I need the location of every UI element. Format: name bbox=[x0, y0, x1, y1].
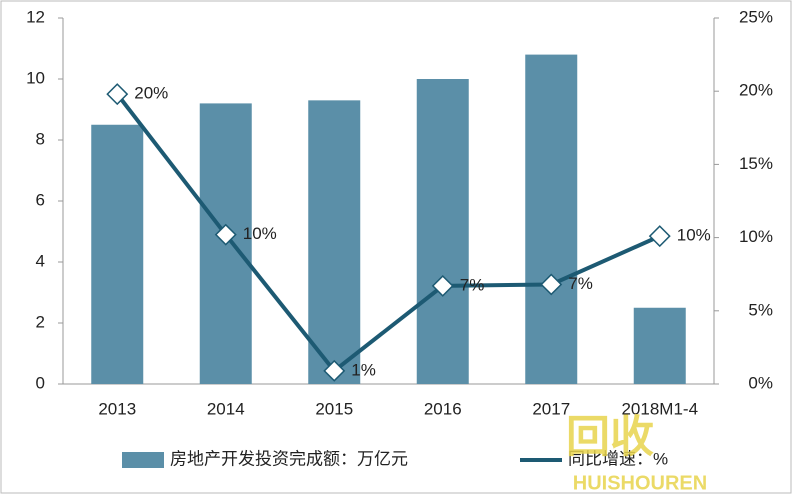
y-tick-label: 10 bbox=[26, 68, 45, 87]
x-tick-label: 2014 bbox=[207, 399, 245, 418]
y2-tick-label: 0% bbox=[748, 373, 773, 392]
y-tick-label: 4 bbox=[36, 251, 45, 270]
y2-tick-label: 15% bbox=[739, 154, 773, 173]
marker bbox=[106, 83, 129, 106]
legend-label: 同比增速：% bbox=[568, 449, 668, 468]
y-tick-label: 2 bbox=[36, 312, 45, 331]
data-label: 10% bbox=[677, 226, 711, 245]
watermark: HUISHOUREN bbox=[573, 472, 707, 494]
marker bbox=[214, 223, 237, 246]
bar bbox=[308, 100, 361, 384]
bar bbox=[416, 79, 469, 384]
y-tick-label: 12 bbox=[26, 7, 45, 26]
bar bbox=[525, 54, 578, 384]
bar bbox=[91, 124, 144, 384]
data-label: 1% bbox=[351, 360, 376, 379]
data-label: 20% bbox=[134, 84, 168, 103]
x-tick-label: 2018M1-4 bbox=[621, 399, 698, 418]
x-tick-label: 2015 bbox=[315, 399, 353, 418]
data-label: 7% bbox=[460, 275, 485, 294]
data-label: 7% bbox=[568, 274, 593, 293]
x-tick-label: 2017 bbox=[532, 399, 570, 418]
y2-tick-label: 5% bbox=[748, 300, 773, 319]
legend-label: 房地产开发投资完成额：万亿元 bbox=[170, 449, 408, 468]
y-tick-label: 8 bbox=[36, 129, 45, 148]
y-tick-label: 6 bbox=[36, 190, 45, 209]
y2-tick-label: 20% bbox=[739, 81, 773, 100]
marker bbox=[431, 274, 454, 297]
watermark: 回收 bbox=[566, 413, 654, 462]
line bbox=[115, 92, 661, 374]
marker bbox=[323, 359, 346, 382]
data-label: 10% bbox=[243, 224, 277, 243]
y2-tick-label: 10% bbox=[739, 227, 773, 246]
marker bbox=[648, 225, 671, 248]
y-tick-label: 0 bbox=[36, 373, 45, 392]
legend-swatch bbox=[122, 452, 164, 468]
bar bbox=[633, 307, 686, 384]
x-tick-label: 2016 bbox=[424, 399, 462, 418]
marker bbox=[540, 273, 563, 296]
x-tick-label: 2013 bbox=[98, 399, 136, 418]
y2-tick-label: 25% bbox=[739, 7, 773, 26]
